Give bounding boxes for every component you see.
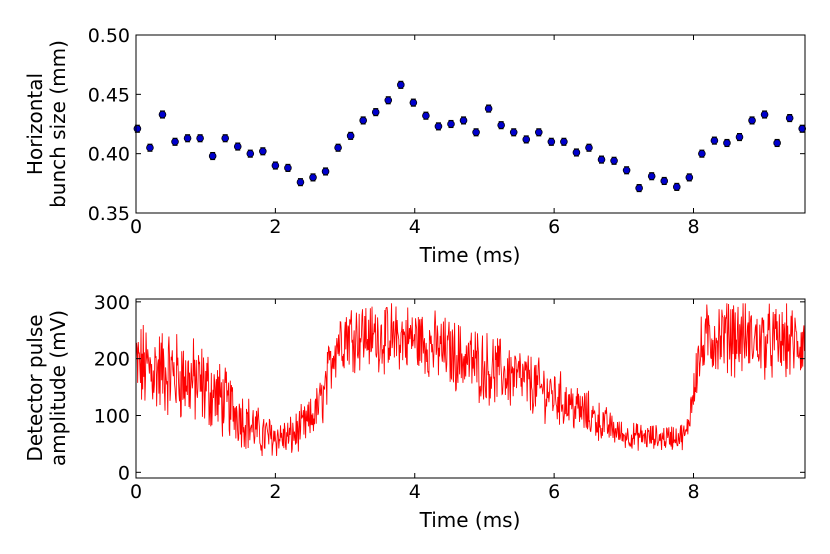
bunch-size-point bbox=[597, 155, 606, 164]
detector-xtick-label: 2 bbox=[269, 481, 281, 503]
bunch-size-point bbox=[259, 147, 267, 156]
bunch-size-point bbox=[698, 149, 706, 158]
detector-xlabel: Time (ms) bbox=[419, 508, 521, 532]
bunch-size-point bbox=[271, 161, 280, 170]
bunch-size-point bbox=[572, 148, 581, 157]
bunch-size-point bbox=[459, 116, 468, 125]
bunch-size-point bbox=[384, 96, 393, 105]
bunch-size-point bbox=[447, 120, 455, 128]
bunch-size-point bbox=[735, 133, 744, 141]
detector-xtick-label: 8 bbox=[687, 481, 699, 503]
bunch-size-point bbox=[183, 134, 192, 143]
bunch-size-point bbox=[773, 139, 781, 147]
bunch-size-xlabel: Time (ms) bbox=[419, 243, 521, 267]
bunch-size-xtick-label: 2 bbox=[269, 216, 281, 238]
bunch-size-point bbox=[233, 142, 242, 151]
bunch-size-point bbox=[422, 111, 430, 120]
detector-ylabel-line2: amplitude (mV) bbox=[46, 310, 70, 466]
bunch-size-ylabel-line1: Horizontal bbox=[23, 73, 47, 175]
bunch-size-point bbox=[371, 108, 380, 116]
detector-panel: 0 2 4 6 8 0 100 200 300 Time (ms) Detector pulse… bbox=[23, 292, 806, 532]
bunch-size-point bbox=[284, 164, 292, 172]
detector-xtick-label: 6 bbox=[548, 481, 560, 503]
bunch-size-point bbox=[560, 138, 568, 146]
bunch-size-xtick-label: 6 bbox=[548, 216, 560, 238]
bunch-size-ylabel-line2: bunch size (mm) bbox=[46, 40, 70, 208]
detector-xtick-label: 0 bbox=[130, 481, 142, 503]
bunch-size-point bbox=[321, 167, 330, 176]
bunch-size-point bbox=[146, 143, 154, 152]
bunch-size-point bbox=[622, 166, 631, 175]
bunch-size-point bbox=[748, 116, 756, 125]
bunch-size-data bbox=[133, 80, 807, 193]
bunch-size-point bbox=[309, 173, 317, 182]
bunch-size-point bbox=[647, 172, 656, 181]
detector-ylabel-line1: Detector pulse bbox=[23, 314, 47, 461]
bunch-size-point bbox=[158, 110, 167, 119]
detector-ytick-label: 300 bbox=[94, 292, 130, 314]
bunch-size-point bbox=[346, 132, 355, 140]
bunch-size-point bbox=[522, 135, 531, 144]
bunch-size-ytick-label: 0.40 bbox=[88, 144, 130, 166]
bunch-size-point bbox=[397, 81, 405, 89]
detector-ytick-label: 100 bbox=[94, 405, 130, 427]
bunch-size-xtick-label: 0 bbox=[130, 216, 142, 238]
bunch-size-point bbox=[534, 128, 543, 137]
bunch-size-point bbox=[710, 136, 719, 145]
bunch-size-point bbox=[133, 124, 142, 133]
bunch-size-point bbox=[685, 173, 694, 182]
bunch-size-point bbox=[171, 138, 179, 146]
bunch-size-ytick-label: 0.45 bbox=[88, 84, 130, 106]
bunch-size-point bbox=[484, 104, 493, 113]
bunch-size-point bbox=[660, 177, 669, 185]
bunch-size-ytick-label: 0.35 bbox=[88, 203, 130, 225]
bunch-size-xtick-label: 4 bbox=[409, 216, 421, 238]
detector-xtick-label: 4 bbox=[409, 481, 421, 503]
bunch-size-point bbox=[208, 152, 217, 160]
bunch-size-point bbox=[196, 134, 204, 143]
bunch-size-point bbox=[246, 149, 255, 158]
bunch-size-point bbox=[798, 124, 807, 133]
bunch-size-point bbox=[610, 156, 618, 165]
bunch-size-point bbox=[547, 138, 556, 146]
bunch-size-point bbox=[472, 128, 480, 137]
bunch-size-point bbox=[434, 122, 443, 131]
bunch-size-point bbox=[672, 183, 681, 191]
detector-data bbox=[135, 303, 806, 457]
bunch-size-point bbox=[359, 116, 367, 125]
detector-signal-line bbox=[135, 303, 806, 457]
bunch-size-point bbox=[785, 114, 794, 122]
bunch-size-ytick-label: 0.50 bbox=[88, 25, 130, 47]
bunch-size-point bbox=[585, 143, 593, 152]
detector-ytick-label: 200 bbox=[94, 349, 130, 371]
bunch-size-xtick-label: 8 bbox=[687, 216, 699, 238]
bunch-size-point bbox=[723, 139, 731, 147]
bunch-size-point bbox=[334, 143, 342, 152]
bunch-size-point bbox=[760, 110, 769, 119]
bunch-size-point bbox=[296, 178, 305, 186]
detector-ytick-label: 0 bbox=[118, 462, 130, 484]
detector-plot-frame bbox=[135, 298, 806, 479]
bunch-size-plot-frame bbox=[135, 34, 806, 214]
bunch-size-point bbox=[497, 121, 505, 129]
bunch-size-ticks: 0 2 4 6 8 0.35 0.40 0.45 0.50 bbox=[88, 25, 805, 238]
bunch-size-panel: 0 2 4 6 8 0.35 0.40 0.45 0.50 Time (ms) Horizont… bbox=[23, 25, 807, 267]
bunch-size-point bbox=[509, 128, 518, 137]
bunch-size-point bbox=[635, 184, 643, 192]
bunch-size-point bbox=[221, 134, 230, 143]
detector-ticks: 0 2 4 6 8 0 100 200 300 bbox=[94, 292, 805, 503]
bunch-size-point bbox=[409, 98, 418, 107]
